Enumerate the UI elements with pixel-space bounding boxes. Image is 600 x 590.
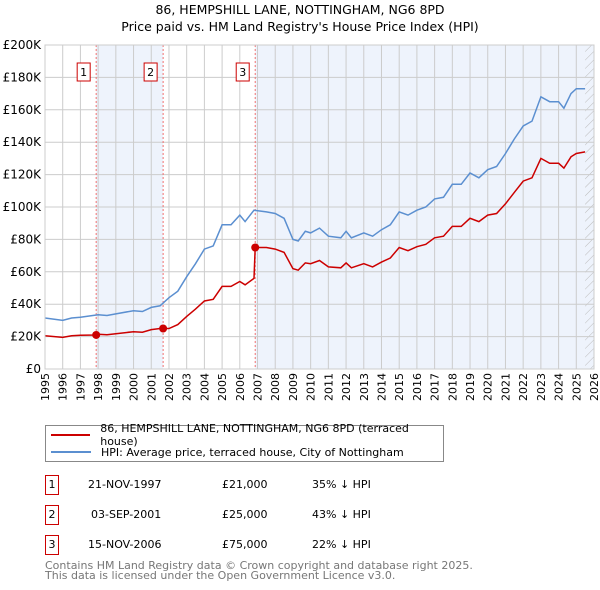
sale-hpi-delta: 43% ↓ HPI (312, 508, 371, 521)
y-tick-label: £60K (10, 265, 42, 279)
sale-date: 03-SEP-2001 (91, 508, 162, 521)
x-tick-label: 2004 (198, 373, 211, 401)
x-tick-label: 2019 (464, 373, 477, 401)
x-tick-label: 1998 (92, 373, 105, 401)
x-tick-label: 2003 (181, 373, 194, 401)
y-tick-label: £0 (26, 362, 41, 376)
y-tick-label: £180K (3, 70, 43, 84)
sale-number-label: 2 (147, 66, 154, 79)
x-tick-label: 2025 (570, 373, 583, 401)
legend-swatch-property (51, 434, 91, 436)
sale-hpi-delta: 22% ↓ HPI (312, 538, 371, 551)
y-tick-label: £100K (3, 200, 43, 214)
x-tick-label: 2026 (588, 373, 600, 401)
hpi-line (44, 87, 586, 322)
sale-price: £25,000 (222, 508, 268, 521)
sale-marker-label: 1 (45, 475, 59, 495)
x-tick-label: 2012 (340, 373, 353, 401)
x-tick-label: 2006 (234, 373, 247, 401)
footer-copyright: Contains HM Land Registry data © Crown c… (45, 559, 473, 572)
sale-date: 21-NOV-1997 (88, 478, 162, 491)
y-tick-label: £80K (10, 232, 42, 246)
x-tick-label: 2015 (393, 373, 406, 401)
sale-point (159, 324, 168, 333)
x-tick-label: 2010 (305, 373, 318, 401)
sale-number-box (143, 62, 158, 82)
x-tick-label: 2021 (499, 373, 512, 401)
y-tick-label: £120K (3, 168, 43, 182)
x-tick-label: 2020 (482, 373, 495, 401)
sale-point (251, 243, 260, 252)
legend-item-hpi: HPI: Average price, terraced house, City… (46, 444, 404, 460)
sale-number-box (76, 62, 91, 82)
x-tick-label: 2011 (322, 373, 335, 401)
x-tick-label: 2024 (553, 373, 566, 401)
table-row: 2 03-SEP-2001 £25,000 43% ↓ HPI (45, 505, 445, 525)
x-tick-label: 2016 (411, 373, 424, 401)
property-price-line (44, 151, 586, 339)
table-row: 3 15-NOV-2006 £75,000 22% ↓ HPI (45, 535, 445, 555)
legend: 86, HEMPSHILL LANE, NOTTINGHAM, NG6 8PD … (45, 422, 444, 462)
x-tick-label: 2005 (216, 373, 229, 401)
sale-point (92, 330, 101, 339)
x-tick-label: 1997 (74, 373, 87, 401)
x-tick-label: 1995 (39, 373, 52, 401)
x-tick-label: 2022 (517, 373, 530, 401)
legend-swatch-hpi (51, 451, 91, 453)
footer-licence: This data is licensed under the Open Gov… (45, 569, 396, 582)
legend-label-hpi: HPI: Average price, terraced house, City… (101, 445, 404, 459)
plot-border (44, 44, 595, 370)
y-tick-label: £200K (3, 38, 43, 52)
x-tick-label: 2013 (358, 373, 371, 401)
x-tick-label: 2007 (252, 373, 265, 401)
legend-label-property: 86, HEMPSHILL LANE, NOTTINGHAM, NG6 8PD … (100, 422, 409, 448)
x-tick-label: 2023 (535, 373, 548, 401)
x-tick-label: 2014 (375, 373, 388, 401)
sale-price: £75,000 (222, 538, 268, 551)
y-tick-label: £140K (3, 135, 43, 149)
x-tick-label: 2000 (128, 373, 141, 401)
sale-number-label: 1 (80, 66, 87, 79)
legend-item-property: 86, HEMPSHILL LANE, NOTTINGHAM, NG6 8PD … (46, 422, 443, 448)
chart-plot: 1995 1996 1997 1998 1999 2000 2001 2002 2003 2004… (3, 38, 600, 401)
sale-marker-label: 3 (45, 535, 59, 555)
sale-hpi-delta: 35% ↓ HPI (312, 478, 371, 491)
y-tick-label: £160K (3, 103, 43, 117)
sale-date: 15-NOV-2006 (88, 538, 162, 551)
sale-marker-label: 2 (45, 505, 59, 525)
sale-number-box (235, 62, 250, 82)
x-tick-label: 2009 (287, 373, 300, 401)
x-tick-label: 2017 (429, 373, 442, 401)
chart-title: 86, HEMPSHILL LANE, NOTTINGHAM, NG6 8PD (155, 2, 445, 17)
x-tick-label: 1996 (57, 373, 70, 401)
x-tick-label: 2008 (269, 373, 282, 401)
y-tick-label: £20K (10, 330, 42, 344)
x-tick-label: 2018 (446, 373, 459, 401)
y-tick-label: £40K (10, 297, 42, 311)
chart-subtitle: Price paid vs. HM Land Registry's House … (121, 19, 479, 34)
x-tick-label: 2002 (163, 373, 176, 401)
table-row: 1 21-NOV-1997 £21,000 35% ↓ HPI (45, 475, 445, 495)
sale-number-label: 3 (239, 66, 246, 79)
x-tick-label: 1999 (110, 373, 123, 401)
sale-price: £21,000 (222, 478, 268, 491)
x-tick-label: 2001 (145, 373, 158, 401)
